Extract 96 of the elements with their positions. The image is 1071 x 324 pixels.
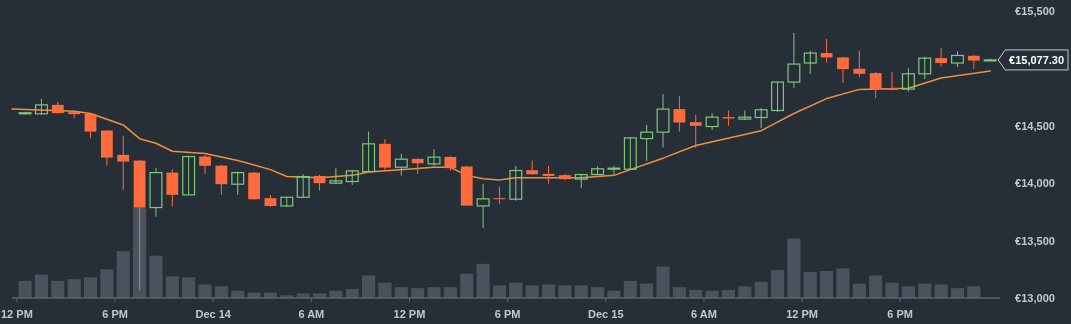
candlestick [869, 71, 882, 99]
candlestick [329, 167, 343, 185]
bar [672, 287, 686, 298]
candlestick [117, 135, 130, 191]
candlestick [476, 183, 490, 229]
x-tick-label: 6 PM [102, 308, 128, 320]
bar [967, 286, 981, 298]
bar [640, 283, 654, 298]
bar [116, 251, 130, 298]
candlestick [705, 112, 719, 131]
bar [754, 281, 768, 298]
y-tick-label: €14,500 [1015, 120, 1055, 133]
x-tick-label: 12 PM [393, 308, 426, 320]
candlestick [199, 154, 211, 175]
bar [885, 282, 899, 298]
candlestick [803, 50, 817, 75]
y-tick-label: €13,500 [1015, 234, 1055, 247]
candlestick [362, 131, 376, 173]
candlestick [689, 114, 702, 149]
candlestick [427, 148, 441, 167]
bar [182, 277, 196, 298]
bar [51, 280, 65, 298]
bar [443, 287, 457, 298]
x-tick-label: 6 AM [298, 308, 325, 320]
bar [623, 280, 637, 298]
candlestick [673, 95, 686, 133]
bar [656, 266, 670, 298]
x-tick-label: 12 PM [1, 308, 33, 320]
bar [460, 273, 474, 298]
x-tick-label: 12 PM [786, 308, 818, 320]
candlestick [787, 32, 801, 89]
candlestick [853, 49, 866, 78]
bar [34, 274, 48, 298]
annotation: €15,077.30 [1009, 53, 1065, 66]
bar [918, 283, 932, 298]
bar [525, 285, 539, 298]
x-tick-label: 6 PM [887, 308, 914, 320]
x-tick-label: 6 AM [690, 308, 717, 320]
candlestick [607, 165, 621, 175]
y-tick-label: €13,000 [1015, 292, 1055, 304]
y-tick-label: €14,000 [1015, 177, 1055, 190]
candlestick [901, 67, 915, 92]
candlestick [182, 155, 196, 196]
candlestick [623, 136, 637, 170]
bar [787, 238, 801, 298]
candlestick [493, 186, 506, 205]
bar [362, 275, 376, 298]
candlestick [166, 168, 179, 208]
x-tick-label: Dec 14 [195, 308, 232, 320]
bar [214, 286, 228, 298]
candlestick [231, 171, 245, 196]
bar [770, 270, 785, 298]
bar [476, 263, 490, 298]
candlestick [215, 164, 228, 196]
x-tick-label: Dec 15 [588, 308, 624, 320]
bar [558, 285, 572, 298]
bar [149, 255, 163, 298]
candlestick [754, 107, 768, 129]
bar [901, 286, 915, 298]
bar [591, 287, 605, 298]
candlestick [84, 112, 97, 139]
y-tick-label: €15,500 [1015, 5, 1055, 18]
candlestick [722, 109, 735, 127]
candlestick [656, 93, 670, 149]
candlestick [918, 56, 932, 80]
candlestick [394, 153, 408, 177]
bar [67, 279, 81, 298]
bar [852, 283, 866, 298]
bar [394, 287, 408, 298]
candlestick [509, 165, 523, 202]
bar [869, 275, 883, 298]
bar [378, 282, 392, 298]
candlestick [379, 138, 391, 171]
candlestick [935, 47, 947, 67]
bar [950, 288, 965, 298]
candlestick [542, 165, 555, 185]
bar [820, 271, 834, 298]
bar [198, 284, 212, 298]
candlestick [837, 56, 849, 84]
candlestick [149, 167, 163, 218]
bar [738, 286, 752, 298]
x-tick-label: 6 PM [494, 308, 521, 320]
bar [492, 285, 506, 298]
bar [100, 269, 114, 298]
bar [803, 271, 817, 298]
bar [509, 282, 523, 298]
bar [427, 287, 441, 298]
bar [165, 276, 179, 298]
candlestick [296, 173, 310, 199]
bar [574, 285, 588, 298]
bar [836, 268, 850, 298]
bar [18, 280, 32, 298]
bar [83, 277, 98, 298]
bar [411, 288, 425, 298]
candlestick [640, 124, 654, 162]
candlestick [771, 81, 785, 113]
